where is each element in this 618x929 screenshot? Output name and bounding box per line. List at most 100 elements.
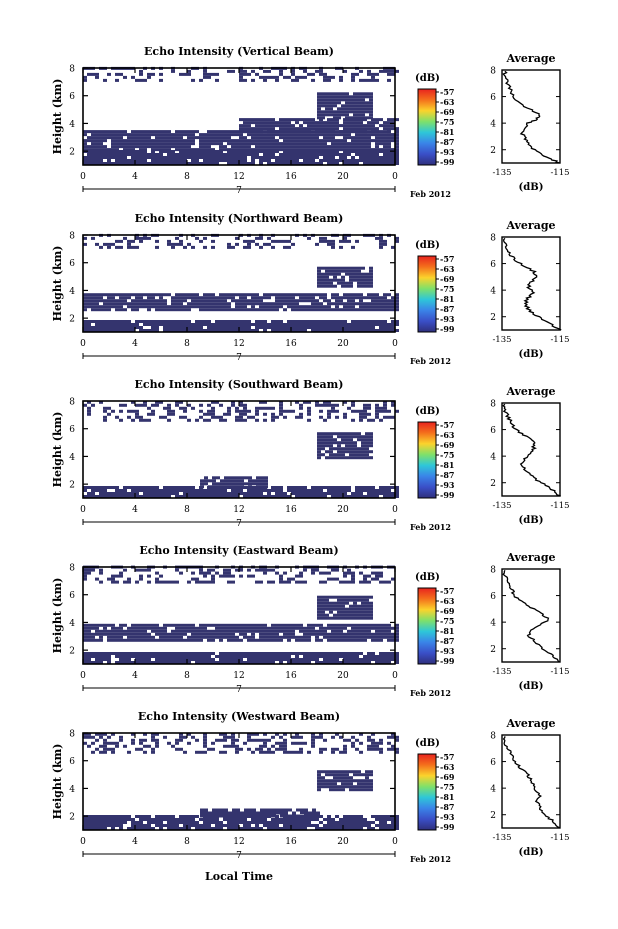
echo-cell [323,308,327,312]
echo-cell [333,266,337,270]
echo-cell [191,78,195,82]
echo-cell [83,130,87,134]
echo-cell [371,293,375,297]
echo-cell [367,139,371,143]
echo-cell [271,489,275,492]
echo-cell [163,815,167,818]
echo-cell [131,302,135,306]
echo-cell [355,139,359,143]
echo-cell [115,415,119,419]
echo-cell [291,124,295,128]
echo-cell [211,580,215,584]
echo-cell [311,133,315,137]
echo-cell [379,489,383,492]
echo-cell [171,818,175,821]
echo-cell [343,574,347,578]
echo-cell [143,744,147,748]
echo-cell [321,284,325,288]
echo-cell [331,139,335,143]
echo-cell [95,655,99,658]
echo-cell [291,153,295,156]
echo-cell [227,824,231,827]
echo-cell [315,655,319,658]
echo-cell [123,638,127,642]
echo-cell [232,814,236,818]
echo-cell [361,107,365,111]
echo-cell [283,744,287,748]
echo-cell [135,580,139,584]
echo-cell [235,159,239,162]
echo-cell [115,632,119,636]
echo-cell [335,293,339,297]
echo-cell [131,239,135,243]
x-tick-label: 16 [285,505,297,515]
echo-cell [91,296,95,300]
echo-cell [327,124,331,128]
echo-cell [264,485,268,489]
echo-cell [391,626,395,630]
echo-cell [331,326,335,329]
echo-cell [215,305,219,309]
echo-cell [295,400,299,404]
echo-cell [335,124,339,128]
echo-cell [239,412,243,416]
day-marker: 7 [236,353,242,363]
echo-cell [349,281,353,285]
echo-cell [223,818,227,821]
echo-cell [359,652,363,655]
echo-cell [287,293,291,297]
echo-cell [325,104,329,108]
echo-cell [333,604,337,608]
echo-cell [163,492,167,495]
echo-cell [179,489,183,492]
echo-cell [299,741,303,745]
echo-cell [115,492,119,495]
echo-cell [299,323,303,326]
echo-cell [179,738,183,742]
echo-cell [239,145,243,149]
echo-cell [239,638,243,642]
echo-cell [361,281,365,285]
echo-cell [119,495,123,498]
echo-cell [147,824,151,827]
echo-cell [216,814,220,818]
echo-cell [200,485,204,489]
echo-cell [349,782,353,786]
echo-cell [143,400,147,404]
echo-cell [365,613,369,617]
echo-cell [195,296,199,300]
echo-cell [349,107,353,111]
echo-cell [195,495,199,498]
echo-cell [295,661,299,664]
echo-cell [87,159,91,162]
echo-cell [263,658,267,661]
echo-cell [171,136,175,140]
echo-cell [333,785,337,789]
echo-cell [123,744,127,748]
echo-cell [317,284,321,288]
echo-cell [127,580,131,584]
echo-cell [83,658,87,661]
echo-cell [87,492,91,495]
beam-panel: Echo Intensity (Eastward Beam)2468Height… [51,544,570,698]
echo-cell [333,601,337,605]
echo-cell [327,323,331,326]
echo-cell [251,329,255,332]
echo-cell [341,456,345,460]
echo-cell [335,486,339,489]
echo-cell [321,438,325,442]
echo-cell [333,616,337,620]
echo-cell [387,661,391,664]
echo-cell [119,145,123,149]
echo-cell [215,326,219,329]
echo-cell [353,785,357,789]
echo-cell [379,635,383,639]
echo-cell [243,136,247,140]
echo-cell [295,299,299,303]
echo-cell [243,418,247,422]
echo-cell [357,613,361,617]
echo-cell [359,293,363,297]
echo-cell [333,607,337,611]
echo-cell [151,72,155,76]
echo-cell [287,150,291,153]
